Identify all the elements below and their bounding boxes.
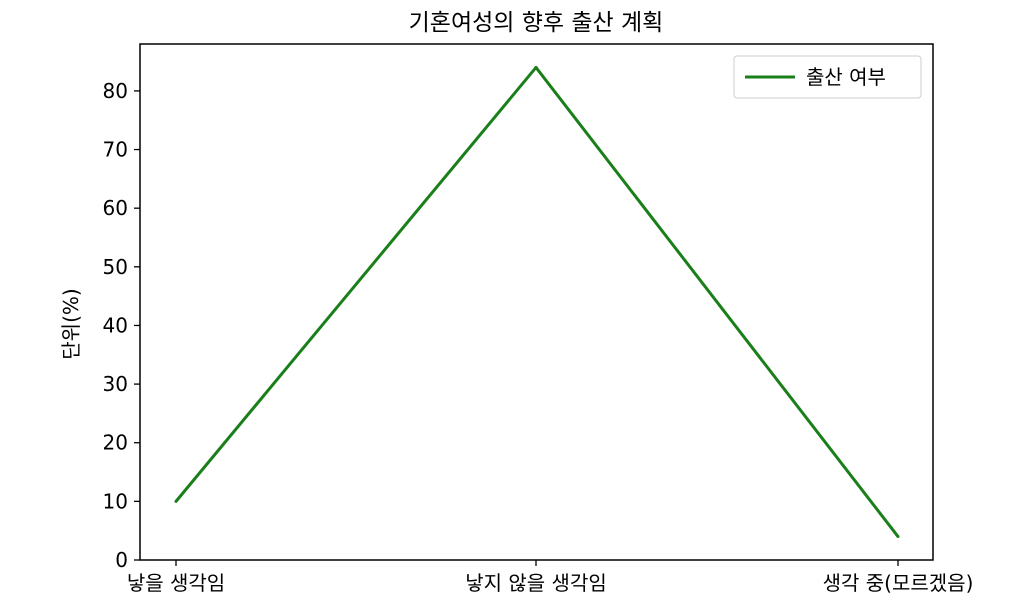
series-layer xyxy=(174,65,900,539)
y-tick-label: 40 xyxy=(103,313,128,337)
y-tick-label: 80 xyxy=(103,79,128,103)
y-axis-label: 단위(%) xyxy=(59,288,83,359)
data-point xyxy=(896,535,900,539)
y-tick-label: 60 xyxy=(103,196,128,220)
y-tick-label: 50 xyxy=(103,255,128,279)
y-tick-label: 70 xyxy=(103,138,128,162)
y-tick-label: 10 xyxy=(103,489,128,513)
plot-frame xyxy=(139,43,934,561)
x-tick-label: 생각 중(모르겠음) xyxy=(823,571,974,595)
legend: 출산 여부 xyxy=(733,55,922,99)
data-point xyxy=(174,499,178,503)
x-tick-label: 낳지 않을 생각임 xyxy=(465,571,607,595)
chart-title: 기혼여성의 향후 출산 계획 xyxy=(409,10,664,36)
legend-label: 출산 여부 xyxy=(806,65,886,89)
series-line xyxy=(174,65,900,538)
x-tick-label: 낳을 생각임 xyxy=(127,571,225,595)
y-tick-label: 0 xyxy=(115,548,128,572)
y-tick-label: 30 xyxy=(103,372,128,396)
y-tick-label: 20 xyxy=(103,431,128,455)
y-axis: 0 10 20 30 40 50 60 70 80 xyxy=(103,79,140,572)
legend-box xyxy=(733,55,922,99)
x-axis: 낳을 생각임 낳지 않을 생각임 생각 중(모르겠음) xyxy=(127,560,974,595)
data-point xyxy=(534,65,538,69)
